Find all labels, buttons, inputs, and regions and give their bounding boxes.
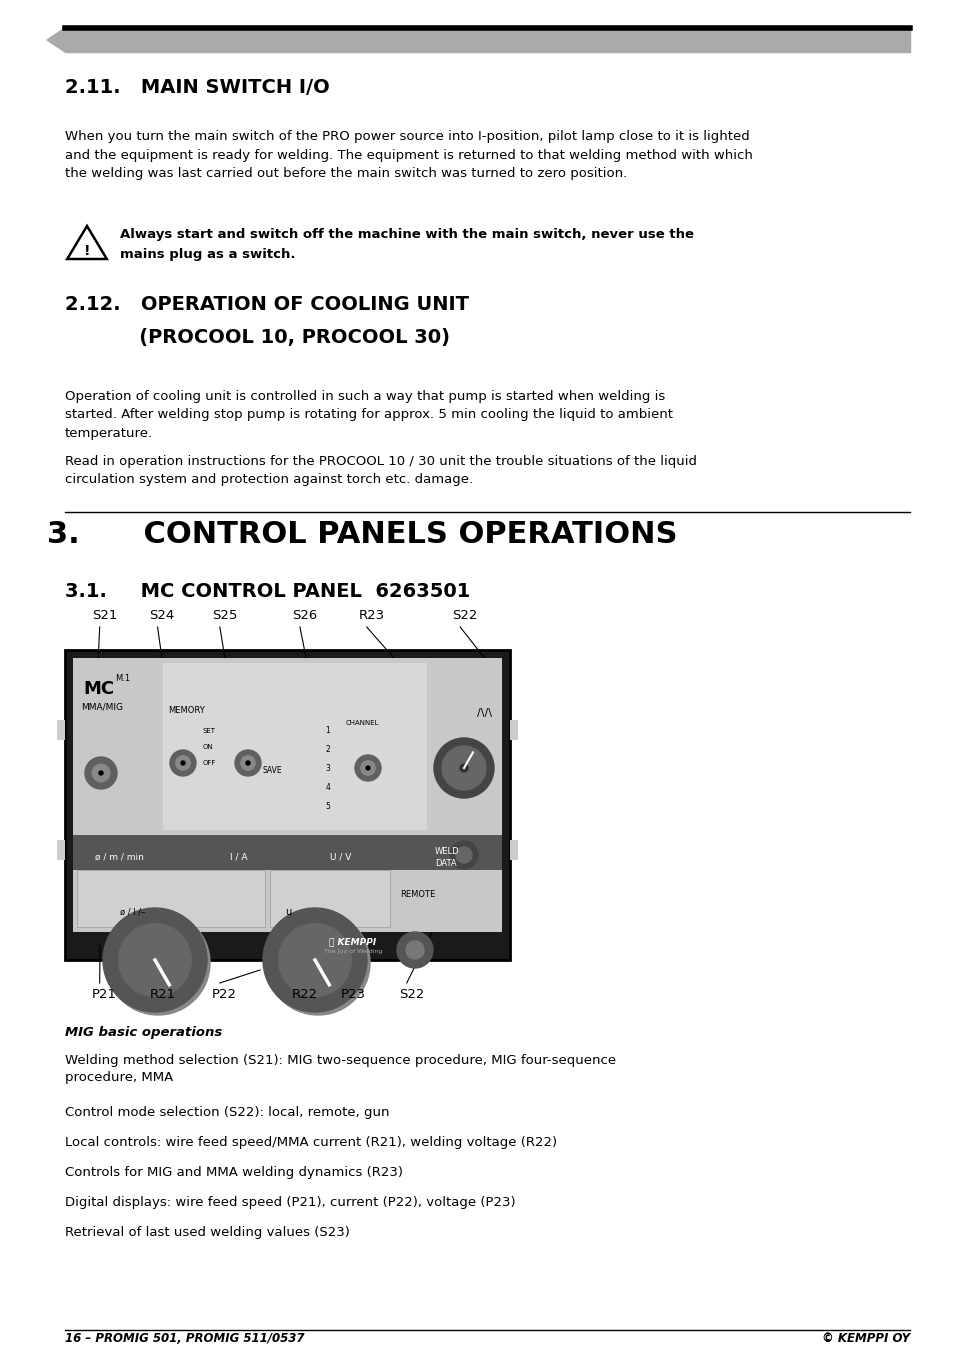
Text: ON: ON (203, 744, 213, 751)
Circle shape (396, 931, 433, 968)
Text: The Joy of Welding: The Joy of Welding (323, 949, 382, 954)
Circle shape (103, 909, 207, 1012)
Text: R23: R23 (358, 609, 384, 622)
Text: 3.1.     MC CONTROL PANEL  6263501: 3.1. MC CONTROL PANEL 6263501 (65, 582, 470, 601)
Circle shape (278, 923, 351, 996)
Text: P21: P21 (91, 988, 116, 1000)
FancyBboxPatch shape (163, 663, 427, 830)
Circle shape (406, 941, 423, 958)
FancyBboxPatch shape (73, 657, 501, 836)
Text: mains plug as a switch.: mains plug as a switch. (120, 248, 295, 261)
Circle shape (450, 841, 477, 869)
Circle shape (459, 764, 468, 772)
Circle shape (246, 761, 250, 765)
Text: WELD: WELD (435, 846, 459, 856)
Circle shape (456, 846, 472, 863)
Circle shape (355, 755, 380, 782)
Text: (PROCOOL 10, PROCOOL 30): (PROCOOL 10, PROCOOL 30) (65, 328, 450, 347)
Text: S21: S21 (91, 609, 117, 622)
Text: I / A: I / A (230, 852, 247, 861)
Text: 2.12.   OPERATION OF COOLING UNIT: 2.12. OPERATION OF COOLING UNIT (65, 296, 469, 315)
Text: 1: 1 (325, 726, 330, 734)
Text: 3.      CONTROL PANELS OPERATIONS: 3. CONTROL PANELS OPERATIONS (47, 520, 677, 549)
Text: u: u (285, 907, 291, 917)
Text: Read in operation instructions for the PROCOOL 10 / 30 unit the trouble situatio: Read in operation instructions for the P… (65, 455, 697, 486)
Text: MIG basic operations: MIG basic operations (65, 1026, 222, 1040)
Text: S26: S26 (292, 609, 316, 622)
FancyBboxPatch shape (73, 869, 501, 931)
Circle shape (92, 764, 110, 782)
Text: OFF: OFF (203, 760, 216, 765)
FancyBboxPatch shape (299, 933, 399, 954)
Text: S24: S24 (150, 609, 174, 622)
FancyBboxPatch shape (57, 840, 65, 860)
Text: DATA: DATA (435, 859, 456, 868)
Text: 2.11.   MAIN SWITCH I/O: 2.11. MAIN SWITCH I/O (65, 78, 330, 97)
Text: !: ! (84, 244, 91, 258)
Circle shape (234, 751, 261, 776)
Text: P23: P23 (340, 988, 366, 1000)
Text: M.1: M.1 (115, 674, 130, 683)
Text: S22: S22 (452, 609, 477, 622)
Circle shape (181, 761, 185, 765)
Text: MC: MC (83, 680, 114, 698)
Circle shape (240, 756, 254, 770)
Circle shape (106, 911, 210, 1015)
FancyBboxPatch shape (77, 869, 265, 927)
Text: /\/\: /\/\ (476, 707, 492, 718)
FancyBboxPatch shape (73, 836, 501, 869)
Text: 5: 5 (325, 802, 330, 811)
Text: Local controls: wire feed speed/MMA current (R21), welding voltage (R22): Local controls: wire feed speed/MMA curr… (65, 1135, 557, 1149)
Text: 16 – PROMIG 501, PROMIG 511/0537: 16 – PROMIG 501, PROMIG 511/0537 (65, 1332, 304, 1345)
FancyBboxPatch shape (57, 720, 65, 740)
Text: REMOTE: REMOTE (399, 890, 435, 899)
Polygon shape (47, 28, 65, 53)
Text: 2: 2 (325, 745, 330, 755)
Text: 3: 3 (325, 764, 330, 774)
Text: SET: SET (203, 728, 215, 734)
Text: Operation of cooling unit is controlled in such a way that pump is started when : Operation of cooling unit is controlled … (65, 390, 672, 440)
Circle shape (360, 761, 375, 775)
Text: Always start and switch off the machine with the main switch, never use the: Always start and switch off the machine … (120, 228, 693, 242)
Text: SAVE: SAVE (263, 765, 282, 775)
Circle shape (99, 771, 103, 775)
Text: © KEMPPI OY: © KEMPPI OY (821, 1332, 909, 1345)
Text: S22: S22 (398, 988, 424, 1000)
FancyBboxPatch shape (510, 720, 517, 740)
FancyBboxPatch shape (510, 840, 517, 860)
Circle shape (118, 923, 192, 996)
Text: U / V: U / V (330, 852, 351, 861)
Text: MEMORY: MEMORY (168, 706, 205, 716)
Text: 4: 4 (325, 783, 330, 792)
FancyBboxPatch shape (65, 649, 510, 960)
Text: ø / l /–: ø / l /– (120, 907, 145, 917)
Text: R22: R22 (292, 988, 317, 1000)
Text: MMA/MIG: MMA/MIG (81, 703, 123, 711)
Text: Retrieval of last used welding values (S23): Retrieval of last used welding values (S… (65, 1226, 350, 1239)
Text: Welding method selection (S21): MIG two-sequence procedure, MIG four-sequence
pr: Welding method selection (S21): MIG two-… (65, 1054, 616, 1084)
Circle shape (85, 757, 117, 788)
Text: ø / m / min: ø / m / min (95, 852, 144, 861)
Text: S25: S25 (212, 609, 237, 622)
Circle shape (175, 756, 190, 770)
Text: Ⓚ KEMPPI: Ⓚ KEMPPI (329, 937, 376, 946)
Circle shape (263, 909, 367, 1012)
Text: Control mode selection (S22): local, remote, gun: Control mode selection (S22): local, rem… (65, 1106, 389, 1119)
Circle shape (170, 751, 195, 776)
Circle shape (266, 911, 370, 1015)
FancyBboxPatch shape (270, 869, 390, 927)
Text: CHANNEL: CHANNEL (346, 720, 379, 726)
Text: When you turn the main switch of the PRO power source into I-position, pilot lam: When you turn the main switch of the PRO… (65, 130, 752, 180)
Text: Digital displays: wire feed speed (P21), current (P22), voltage (P23): Digital displays: wire feed speed (P21),… (65, 1196, 515, 1210)
Circle shape (441, 747, 485, 790)
Circle shape (366, 765, 370, 769)
Text: P22: P22 (212, 988, 236, 1000)
Text: R21: R21 (150, 988, 175, 1000)
Circle shape (434, 738, 494, 798)
Text: Controls for MIG and MMA welding dynamics (R23): Controls for MIG and MMA welding dynamic… (65, 1166, 402, 1179)
